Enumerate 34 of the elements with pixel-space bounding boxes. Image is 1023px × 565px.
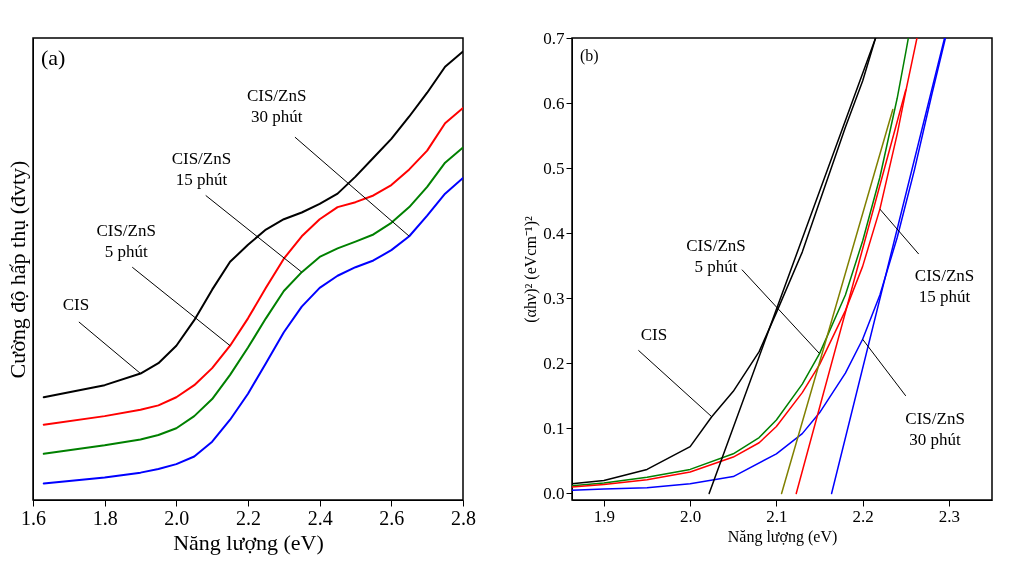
y-axis-title: (αhν)² (eVcm⁻¹)² [522,216,541,323]
x-tick-label: 2.3 [938,506,960,526]
y-tick-label: 0.5 [543,158,565,178]
y-tick-label: 0.4 [543,223,565,243]
x-tick-label: 2.6 [379,506,405,529]
annotation: CIS/ZnS 30 phút [905,408,965,449]
annotation: CIS/ZnS 5 phút [96,220,156,261]
y-tick-label: 0.7 [543,28,565,48]
x-tick-label: 1.9 [593,506,616,526]
x-tick-label: 2.8 [451,506,476,529]
x-tick-label: 2.0 [680,506,702,526]
y-tick-label: 0.6 [543,93,565,113]
annotation: CIS/ZnS 15 phút [171,149,232,190]
annotation: CIS/ZnS 15 phút [914,265,975,306]
x-axis-title: Năng lượng (eV) [727,527,838,546]
x-axis-title: Năng lượng (eV) [173,529,324,555]
annotation: (b) [580,47,599,65]
annotation: CIS [62,294,90,314]
x-tick-label: 2.2 [236,506,261,529]
y-axis-title: Cường độ hấp thụ (đvty) [4,160,30,379]
x-tick-label: 2.2 [852,506,874,526]
x-tick-label: 2.0 [164,506,190,529]
annotation: CIS/ZnS 30 phút [246,86,307,127]
annotation: CIS [640,324,668,344]
annotation: (a) [41,45,66,70]
y-tick-label: 0.2 [543,353,565,373]
y-tick-label: 0.3 [543,288,565,308]
x-tick-label: 2.4 [307,506,333,529]
annotation: CIS/ZnS 5 phút [686,236,746,277]
x-tick-label: 1.6 [21,506,46,529]
x-tick-label: 2.1 [766,506,788,526]
y-tick-label: 0.1 [543,418,565,438]
y-tick-label: 0.0 [543,483,565,503]
x-tick-label: 1.8 [92,506,118,529]
